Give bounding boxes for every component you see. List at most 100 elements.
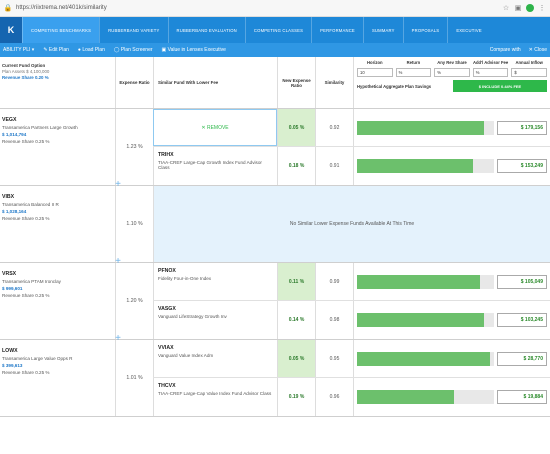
add-icon[interactable]: + bbox=[115, 333, 121, 344]
tab-summary[interactable]: SUMMARY bbox=[362, 17, 403, 43]
current-fund-name: Transamerica Partners Large Growth bbox=[2, 125, 78, 130]
expense-ratio-header[interactable]: Expense Ratio bbox=[115, 57, 153, 108]
similar-fund[interactable]: THCVX TIAA-CREF Large-Cap Value Index Fu… bbox=[153, 378, 277, 416]
rev-share-input[interactable]: % bbox=[434, 68, 470, 77]
similar-fund-ticker[interactable]: VASGX bbox=[158, 306, 176, 312]
current-fund-name: Transamerica PTAM Ironclay bbox=[2, 279, 61, 284]
current-expense-ratio: 1.23 % bbox=[115, 109, 153, 185]
savings-form: Horizon 10 Return% Any Rev Share% Add'l A… bbox=[353, 57, 550, 108]
similarity-header[interactable]: Similarity bbox=[315, 57, 353, 108]
load-plan-button[interactable]: ● Load Plan bbox=[77, 47, 105, 53]
similar-fund-name: Fidelity Four-in-One Index bbox=[158, 276, 212, 281]
add-icon[interactable]: + bbox=[115, 179, 121, 190]
similar-fund-row: PFNOX Fidelity Four-in-One Index 0.11 % … bbox=[153, 263, 550, 301]
similar-fund-name: Vanguard Value Index Adm bbox=[158, 353, 214, 358]
current-fund-revenue: Revenue Share 0.25 % bbox=[2, 139, 50, 144]
value-executive-button[interactable]: ▣ Value in Lenses Executive bbox=[161, 47, 226, 53]
tab-competing-benchmarks[interactable]: COMPETING BENCHMARKS bbox=[22, 17, 100, 43]
similar-fund-row: ✕ REMOVE 0.05 % 0.92 $ 179,156 bbox=[153, 109, 550, 147]
similar-fund-ticker[interactable]: THCVX bbox=[158, 383, 176, 389]
remove-button[interactable]: ✕ REMOVE bbox=[153, 109, 277, 146]
new-expense-ratio: 0.18 % bbox=[277, 147, 315, 185]
plan-screener-button[interactable]: ◯ Plan Screener bbox=[113, 47, 153, 53]
savings-bar bbox=[357, 313, 494, 327]
new-expense-ratio: 0.19 % bbox=[277, 378, 315, 416]
current-fund-label: Current Fund Option bbox=[2, 63, 46, 68]
current-fund-name: Transamerica Large Value Opps R bbox=[2, 356, 73, 361]
similar-fund-name: TIAA-CREF Large-Cap Growth Index Fund Ad… bbox=[158, 160, 262, 170]
include-fee-button[interactable]: $ INCLUDE 0.44% FEE bbox=[453, 80, 547, 92]
current-fund-ticker[interactable]: VIBX bbox=[2, 194, 15, 200]
similar-fund-name: Vanguard LifeStrategy Growth Inv bbox=[158, 314, 227, 319]
similar-fund-ticker[interactable]: VVIAX bbox=[158, 345, 174, 351]
current-fund-amount: $ 1,028,164 bbox=[2, 209, 27, 214]
new-expense-ratio: 0.11 % bbox=[277, 263, 315, 300]
savings-bar-fill bbox=[357, 351, 490, 366]
similarity-score: 0.99 bbox=[315, 263, 353, 300]
similar-fund[interactable]: PFNOX Fidelity Four-in-One Index bbox=[153, 263, 277, 300]
add-icon[interactable]: + bbox=[115, 256, 121, 267]
savings-bar bbox=[357, 274, 494, 289]
tab-competing-classes[interactable]: COMPETING CLASSES bbox=[244, 17, 311, 43]
rev-share-label: Any Rev Share bbox=[437, 60, 467, 65]
tab-rubberband-evaluation[interactable]: RUBBERBAND EVALUATION bbox=[167, 17, 245, 43]
similar-fund-name: TIAA-CREF Large-Cap Value Index Fund Adv… bbox=[158, 391, 272, 396]
savings-bar bbox=[357, 390, 494, 404]
return-input[interactable]: % bbox=[395, 68, 432, 77]
similar-fund-row: VVIAX Vanguard Value Index Adm 0.05 % 0.… bbox=[153, 340, 550, 378]
logo[interactable]: K bbox=[0, 17, 22, 43]
status-dot-icon[interactable] bbox=[526, 4, 534, 12]
current-fund-revenue: Revenue Share 0.25 % bbox=[2, 370, 50, 375]
savings-value: $ 28,770 bbox=[497, 351, 547, 366]
similarity-score: 0.92 bbox=[315, 109, 353, 146]
annual-inflow-input[interactable]: $ bbox=[511, 68, 547, 77]
savings-value: $ 103,245 bbox=[497, 313, 547, 327]
lock-icon: 🔒 bbox=[3, 5, 13, 12]
similar-fund-ticker[interactable]: TRIHX bbox=[158, 152, 174, 158]
tab-performance[interactable]: PERFORMANCE bbox=[311, 17, 363, 43]
tab-proposals[interactable]: PROPOSALS bbox=[402, 17, 448, 43]
return-label: Return bbox=[406, 60, 421, 65]
extension-icon[interactable]: ▣ bbox=[514, 5, 522, 12]
edit-plan-button[interactable]: ✎ Edit Plan bbox=[43, 47, 69, 53]
new-expense-ratio: 0.05 % bbox=[277, 340, 315, 377]
url-text[interactable]: https://riixtrema.net/401k/similarity bbox=[16, 5, 107, 11]
similar-fund[interactable]: VASGX Vanguard LifeStrategy Growth Inv bbox=[153, 301, 277, 339]
compare-with-button[interactable]: Compare with bbox=[489, 47, 521, 53]
current-fund: VEGX Transamerica Partners Large Growth … bbox=[0, 109, 115, 185]
savings-bar-fill bbox=[357, 313, 485, 327]
similar-fund[interactable]: TRIHX TIAA-CREF Large-Cap Growth Index F… bbox=[153, 147, 277, 185]
similarity-score: 0.91 bbox=[315, 147, 353, 185]
horizon-input[interactable]: 10 bbox=[357, 68, 393, 77]
savings-bar-fill bbox=[357, 390, 455, 404]
advisor-fee-label: Add'l Advisor Fee bbox=[472, 60, 509, 65]
similar-fund-row: VASGX Vanguard LifeStrategy Growth Inv 0… bbox=[153, 301, 550, 339]
advisor-fee-input[interactable]: % bbox=[472, 68, 509, 77]
main-nav: K COMPETING BENCHMARKS RUBBERBAND VARIET… bbox=[0, 17, 550, 43]
current-fund-ticker[interactable]: VEGX bbox=[2, 117, 17, 123]
new-expense-ratio: 0.05 % bbox=[277, 109, 315, 146]
savings-bar bbox=[357, 159, 494, 173]
savings-value: $ 105,049 bbox=[497, 274, 547, 289]
menu-icon[interactable]: ⋮ bbox=[538, 5, 546, 12]
current-fund-ticker[interactable]: VRSX bbox=[2, 271, 17, 277]
savings-value: $ 19,884 bbox=[497, 390, 547, 404]
new-expense-header[interactable]: New Expense Ratio bbox=[277, 57, 315, 108]
star-icon[interactable]: ☆ bbox=[502, 5, 510, 12]
plan-selector[interactable]: ABILITY PLI ▾ bbox=[3, 47, 35, 53]
similar-fund-ticker[interactable]: PFNOX bbox=[158, 268, 176, 274]
close-button[interactable]: ✕ Close bbox=[528, 47, 547, 53]
current-fund-amount: $ 399,613 bbox=[2, 363, 23, 368]
similar-fund[interactable]: VVIAX Vanguard Value Index Adm bbox=[153, 340, 277, 377]
tab-rubberband-variety[interactable]: RUBBERBAND VARIETY bbox=[99, 17, 167, 43]
current-fund-name: Transamerica Balanced II R bbox=[2, 202, 59, 207]
current-fund-ticker[interactable]: LOWX bbox=[2, 348, 18, 354]
browser-address-bar: 🔒 https://riixtrema.net/401k/similarity … bbox=[0, 0, 550, 17]
similar-fund-header: Similar Fund With Lower Fee bbox=[153, 57, 277, 108]
savings-bar-fill bbox=[357, 120, 485, 135]
annual-inflow-label: Annual Inflow bbox=[515, 60, 543, 65]
fund-group: VEGX Transamerica Partners Large Growth … bbox=[0, 109, 550, 190]
fund-group: LOWX Transamerica Large Value Opps R $ 3… bbox=[0, 340, 550, 417]
tab-executive[interactable]: EXECUTIVE bbox=[447, 17, 490, 43]
table-header: Current Fund Option Plan Assets $ 4,100,… bbox=[0, 57, 550, 109]
